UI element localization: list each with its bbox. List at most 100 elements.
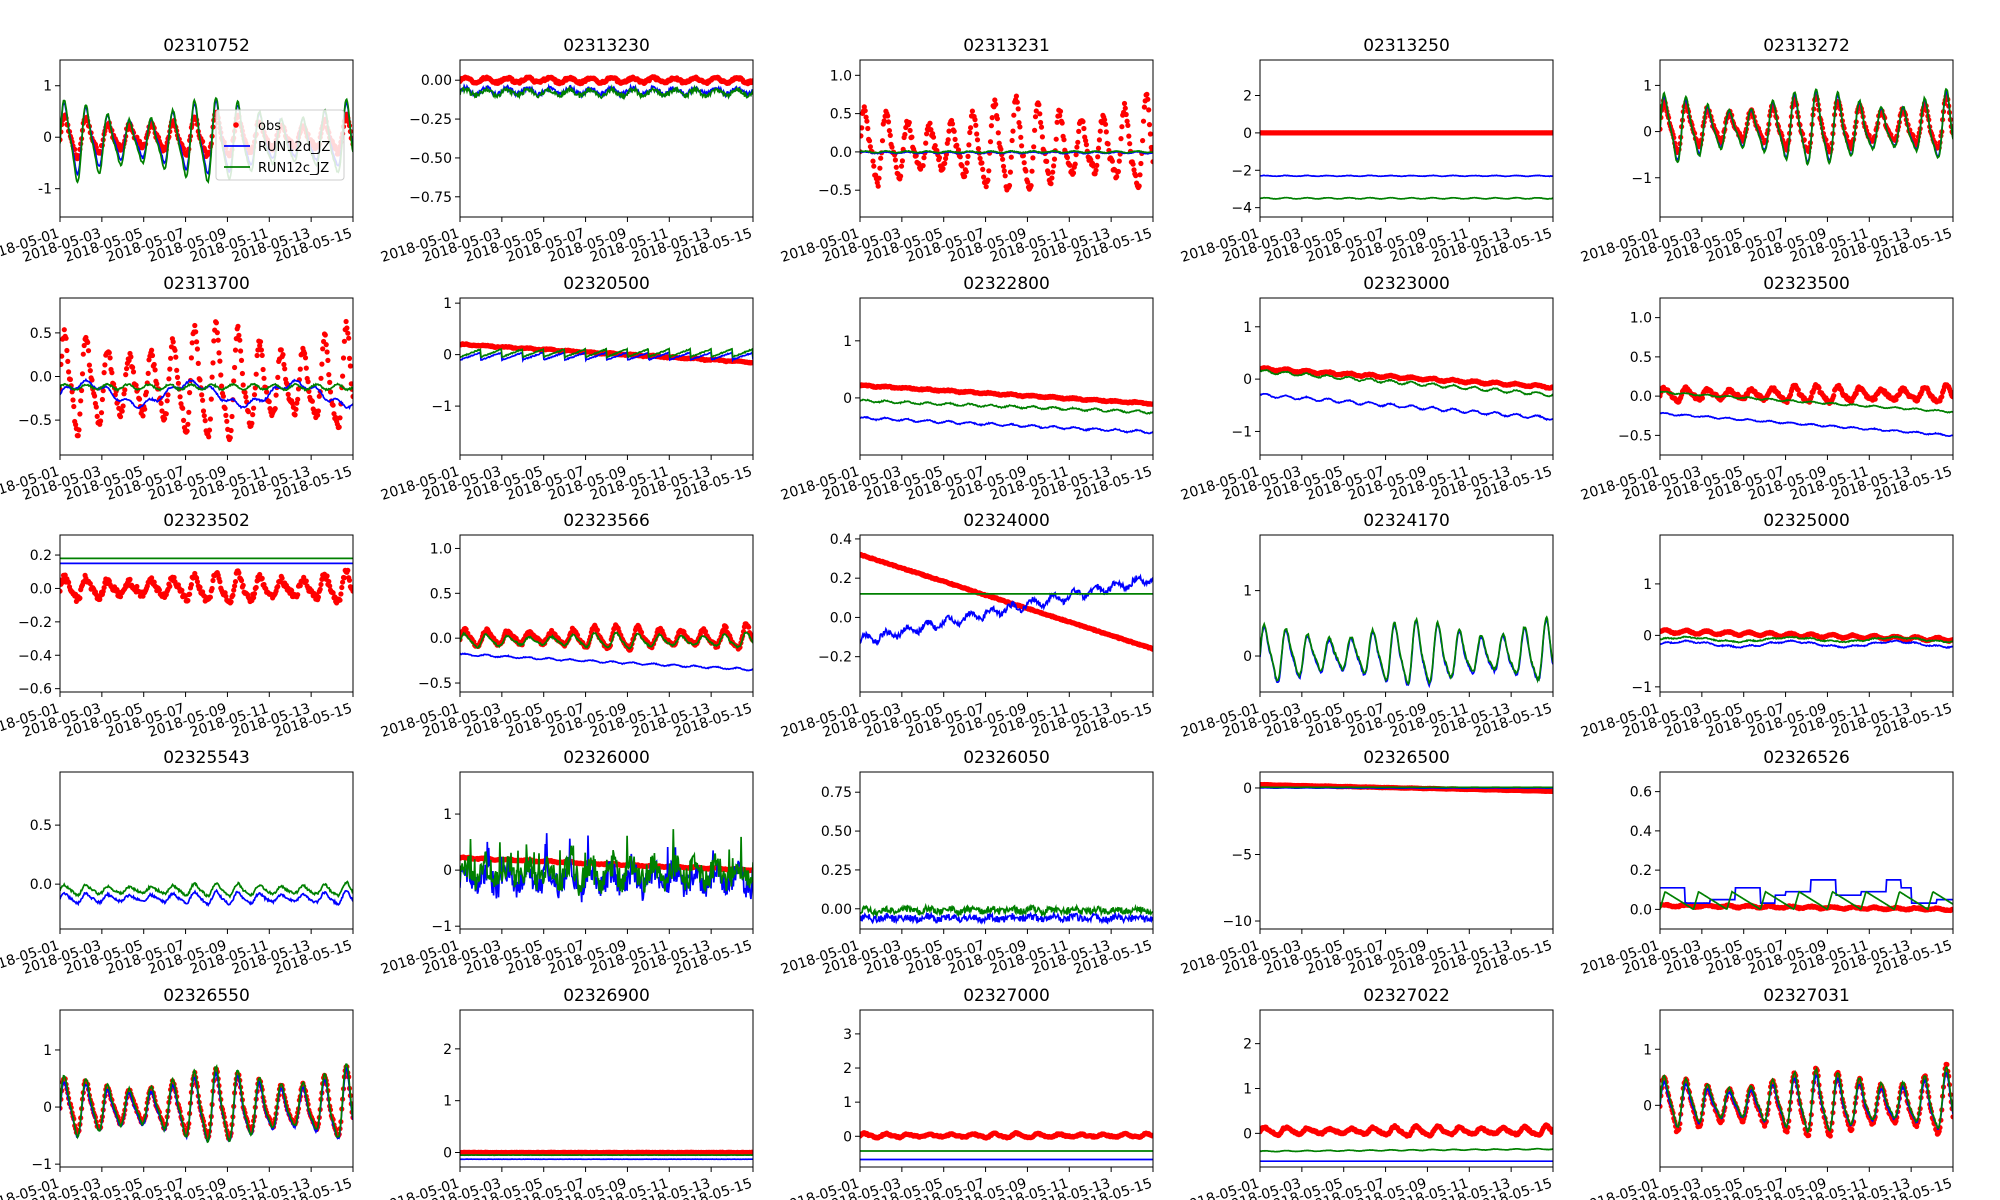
obs-point (87, 581, 93, 587)
obs-point (275, 374, 281, 380)
obs-point (949, 121, 956, 127)
obs-point (215, 337, 221, 343)
y-tick-label: 0.5 (1630, 350, 1652, 366)
subplot-02325000: 0232500010−12018-05-012018-05-032018-05-… (1579, 511, 1954, 741)
subplot-title: 02323000 (1363, 274, 1450, 294)
obs-point (1096, 137, 1102, 143)
obs-point (1140, 118, 1147, 124)
obs-point (1076, 128, 1082, 134)
obs-point (289, 587, 295, 594)
subplot-02323500: 023235001.00.50.0−0.52018-05-012018-05-0… (1579, 274, 1954, 504)
series-RUN12c_JZ (460, 631, 753, 650)
obs-point (166, 376, 172, 382)
obs-point (942, 160, 948, 166)
obs-point (1011, 112, 1017, 118)
series-obs (60, 567, 353, 606)
obs-point (181, 146, 187, 152)
obs-point (293, 406, 299, 412)
obs-point (295, 592, 301, 598)
obs-point (275, 583, 281, 590)
obs-point (324, 349, 330, 355)
obs-point (67, 376, 73, 383)
y-tick-label: 0.5 (430, 586, 452, 602)
x-tick-label: 2018-05-15 (1872, 464, 1954, 504)
obs-point (346, 355, 353, 361)
y-tick-label: 0.2 (830, 571, 852, 587)
y-tick-label: 0.4 (830, 532, 852, 548)
x-tick-label: 2018-05-15 (272, 701, 354, 741)
obs-point (228, 599, 234, 605)
axes-frame (859, 534, 1154, 693)
x-tick-label: 2018-05-15 (672, 701, 754, 741)
obs-point (102, 362, 108, 368)
obs-point (974, 137, 981, 143)
obs-point (343, 318, 349, 325)
obs-point (339, 584, 345, 591)
obs-point (860, 125, 865, 131)
obs-point (98, 410, 105, 416)
obs-point (1114, 174, 1120, 180)
line-RUN12d_JZ (1260, 174, 1553, 178)
obs-point (1029, 168, 1035, 174)
obs-point (316, 393, 322, 399)
obs-point (217, 358, 223, 364)
obs-point (167, 366, 173, 372)
x-tick-label: 2018-05-15 (1072, 464, 1154, 504)
y-tick-label: 1 (1643, 78, 1652, 94)
y-tick-label: −0.2 (818, 650, 852, 666)
obs-point (1083, 142, 1089, 148)
series-RUN12c_JZ (1260, 196, 1553, 200)
obs-point (865, 125, 871, 132)
obs-point (285, 391, 291, 397)
obs-point (1013, 93, 1020, 99)
obs-point (986, 168, 992, 174)
obs-point (75, 433, 81, 439)
obs-point (899, 158, 906, 164)
obs-point (251, 405, 257, 411)
obs-point (258, 347, 264, 353)
obs-point (1123, 111, 1129, 118)
obs-point (66, 579, 72, 586)
obs-point (77, 595, 83, 601)
obs-point (202, 418, 208, 424)
obs-point (980, 166, 986, 172)
obs-point (965, 153, 971, 159)
obs-point (210, 577, 216, 584)
obs-point (149, 347, 155, 353)
y-tick-label: 0.0 (1630, 389, 1652, 405)
y-tick-label: 0 (843, 391, 852, 407)
obs-point (1000, 156, 1006, 162)
obs-point (1074, 144, 1080, 150)
obs-point (1950, 394, 1953, 400)
obs-point (231, 378, 237, 384)
subplot-title: 02323500 (1763, 274, 1850, 294)
obs-point (245, 409, 251, 415)
obs-point (932, 143, 938, 149)
obs-point (995, 130, 1001, 136)
obs-point (76, 427, 82, 433)
y-tick-label: 0 (443, 348, 452, 364)
y-tick-label: 0.0 (30, 370, 52, 386)
obs-point (206, 434, 212, 440)
obs-point (78, 398, 84, 404)
obs-point (323, 342, 329, 348)
subplot-title: 02313700 (163, 274, 250, 294)
obs-point (127, 576, 133, 583)
obs-point (236, 332, 242, 338)
obs-point (156, 587, 162, 593)
obs-point (951, 128, 957, 134)
obs-point (210, 360, 216, 366)
x-tick-label: 2018-05-15 (1472, 226, 1554, 266)
line-RUN12c_JZ (1660, 390, 1953, 414)
obs-point (1044, 158, 1050, 164)
obs-point (303, 365, 309, 371)
obs-point (259, 575, 265, 582)
x-tick-label: 2018-05-15 (672, 226, 754, 266)
obs-point (964, 160, 970, 166)
obs-point (243, 394, 249, 400)
obs-point (1050, 169, 1056, 175)
obs-point (228, 427, 234, 434)
obs-point (1001, 168, 1007, 174)
series-RUN12d_JZ (460, 652, 753, 672)
